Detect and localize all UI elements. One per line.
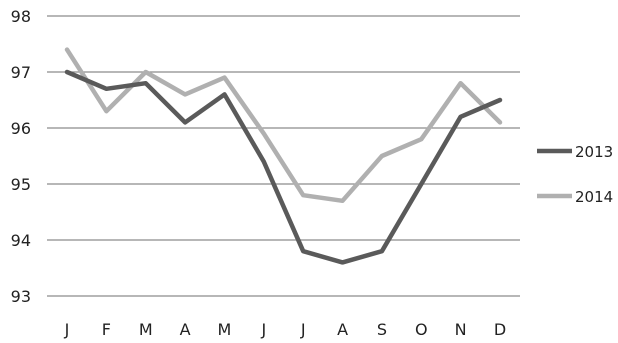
x-tick-label: A xyxy=(337,320,348,339)
x-tick-label: A xyxy=(180,320,191,339)
y-tick-label: 94 xyxy=(11,231,31,250)
x-tick-label: F xyxy=(102,320,111,339)
gridlines xyxy=(47,15,520,297)
y-tick-label: 96 xyxy=(11,119,31,138)
legend: 2013 2014 xyxy=(537,143,613,206)
x-tick-label: J xyxy=(260,320,266,339)
series-line-2014 xyxy=(64,47,503,204)
series-line-2013 xyxy=(64,69,503,265)
y-tick-label: 97 xyxy=(11,63,31,82)
y-axis-ticks: 93 94 95 96 97 98 xyxy=(11,7,31,306)
y-tick-label: 93 xyxy=(11,287,31,306)
y-tick-label: 95 xyxy=(11,175,31,194)
legend-label-2013: 2013 xyxy=(575,143,613,161)
y-tick-label: 98 xyxy=(11,7,31,26)
x-tick-label: S xyxy=(377,320,387,339)
x-tick-label: D xyxy=(494,320,506,339)
series-lines xyxy=(64,47,503,265)
x-tick-label: N xyxy=(455,320,467,339)
x-tick-label: J xyxy=(300,320,306,339)
legend-label-2014: 2014 xyxy=(575,188,613,206)
x-tick-label: J xyxy=(64,320,70,339)
x-tick-label: O xyxy=(415,320,428,339)
x-tick-label: M xyxy=(139,320,153,339)
x-tick-label: M xyxy=(218,320,232,339)
